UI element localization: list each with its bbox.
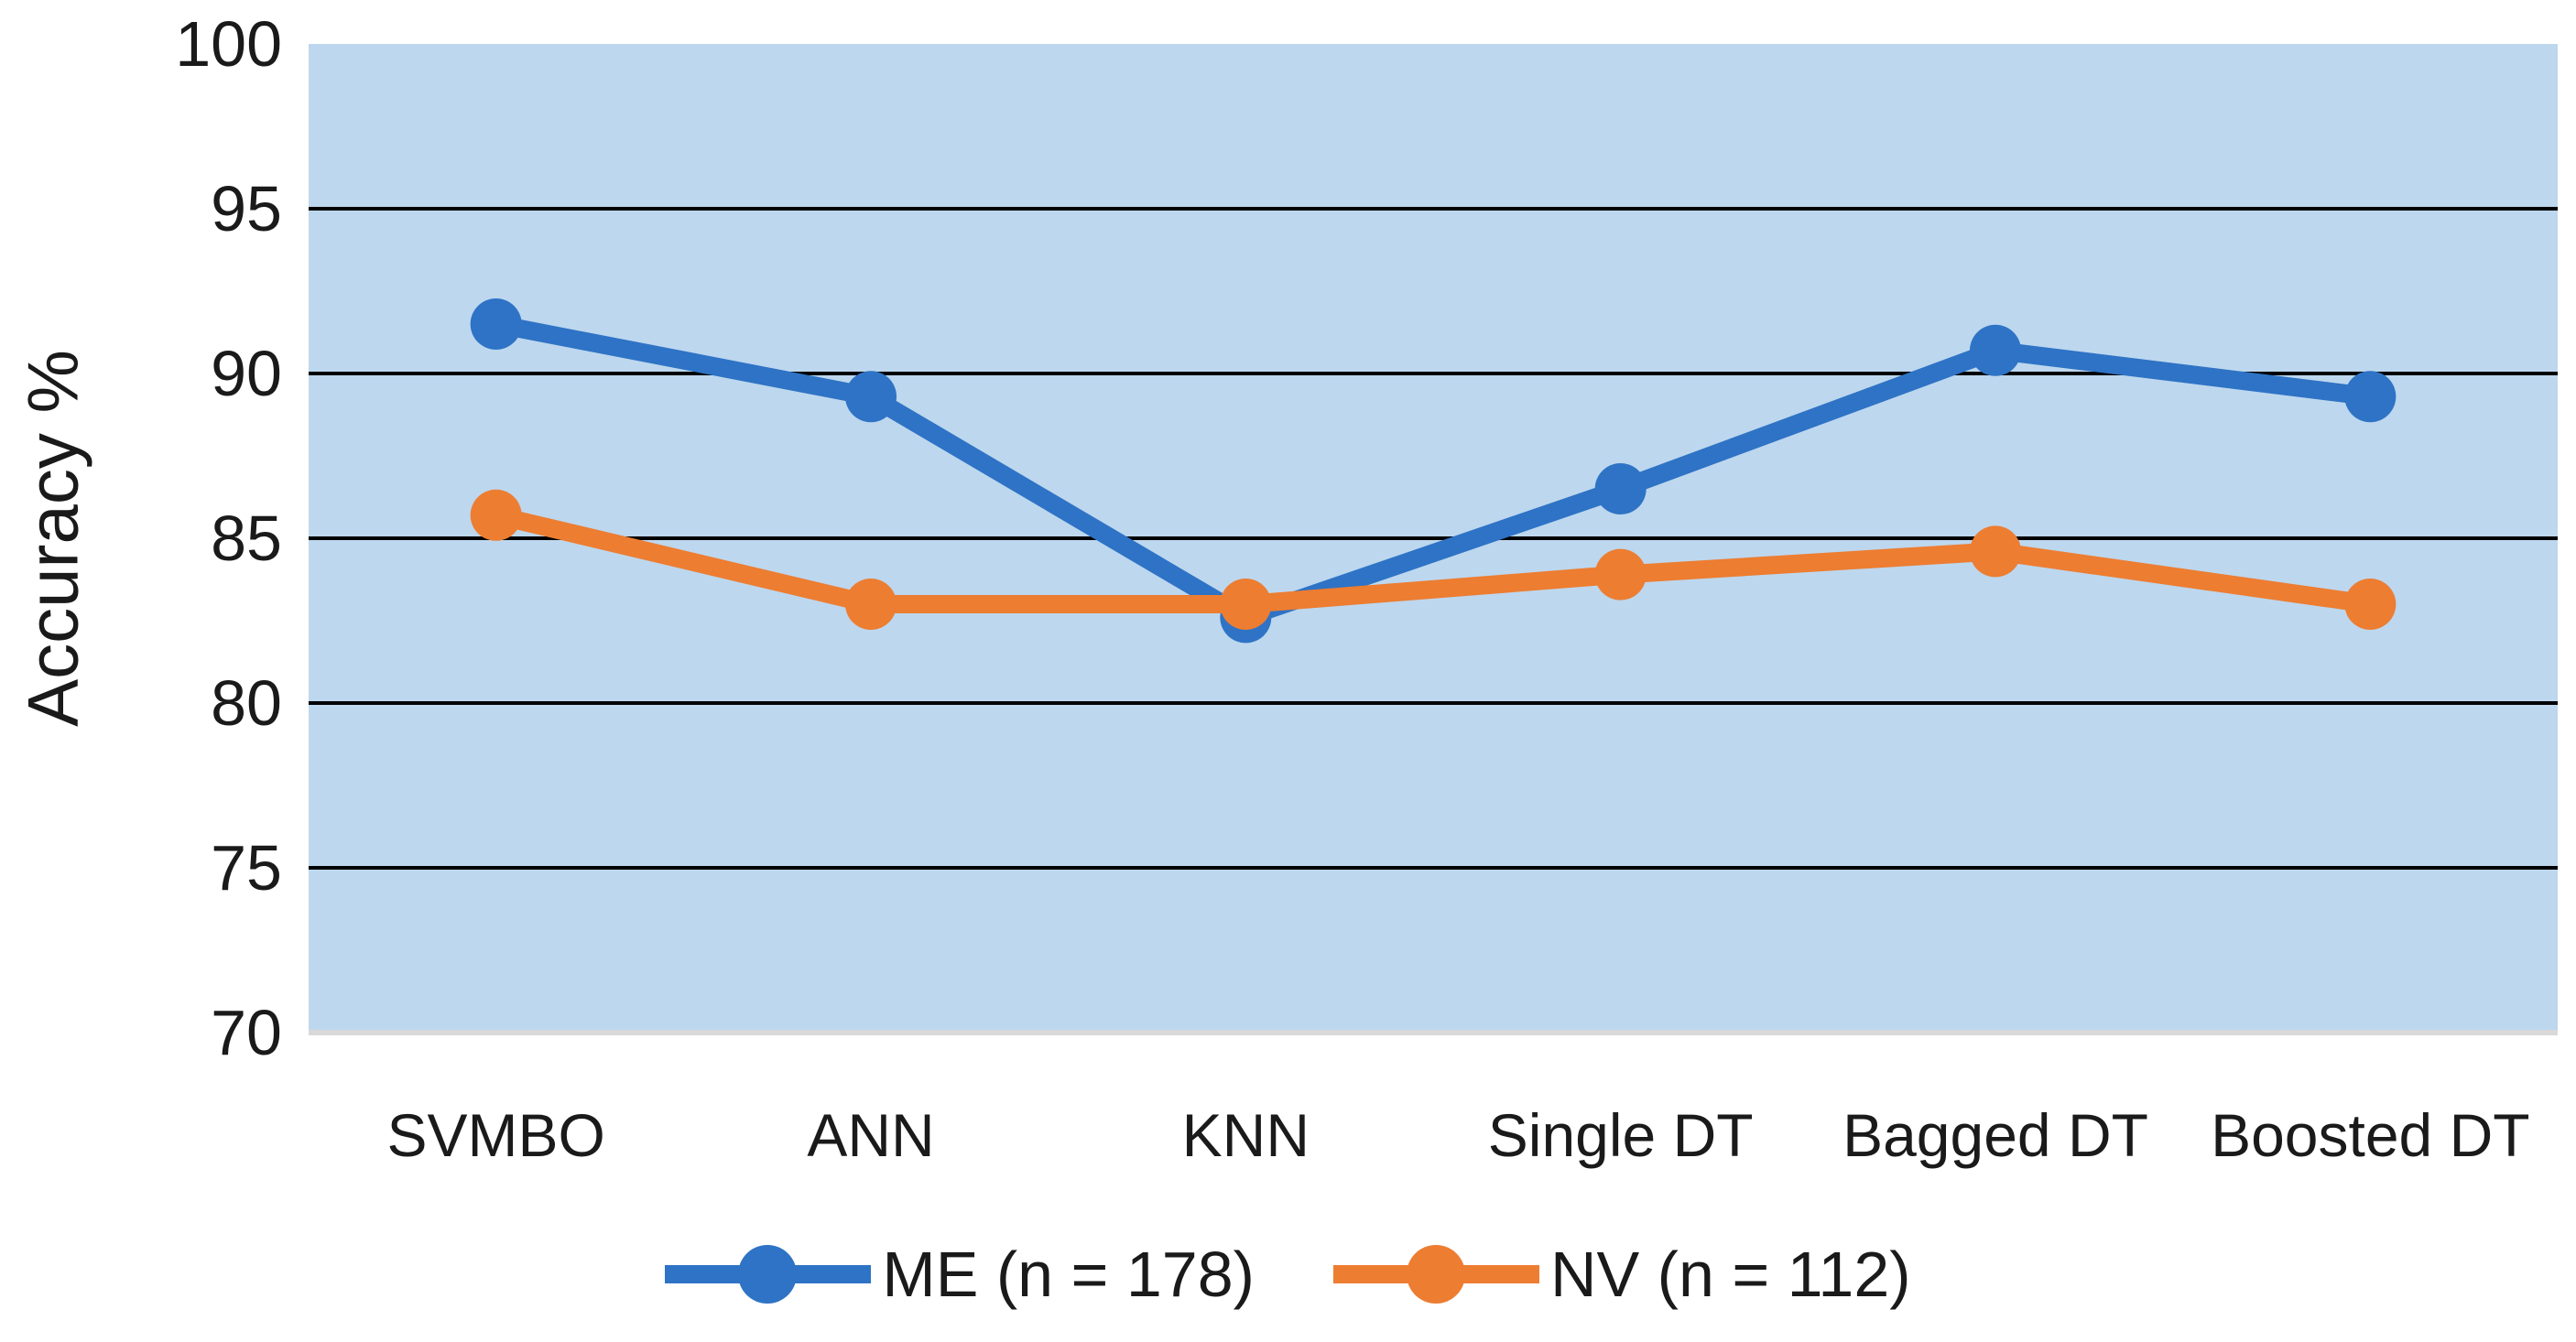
- legend-marker-icon: [665, 1245, 872, 1304]
- legend-label: NV (n = 112): [1549, 1239, 1911, 1310]
- x-tick-label-boosted-dt: Boosted DT: [2211, 1101, 2530, 1169]
- data-point-ME-Single DT: [1594, 463, 1647, 514]
- data-point-NV-KNN: [1220, 579, 1272, 630]
- legend-item-me: ME (n = 178): [665, 1238, 1255, 1311]
- data-point-NV-ANN: [845, 579, 897, 630]
- data-point-ME-Bagged DT: [1970, 324, 2021, 376]
- y-tick-label-100: 100: [175, 8, 282, 80]
- legend-label: ME (n = 178): [882, 1239, 1255, 1310]
- series-line-NV: [494, 506, 2372, 613]
- legend: ME (n = 178) NV (n = 112): [0, 1238, 2576, 1311]
- y-tick-label-85: 85: [211, 503, 282, 574]
- y-tick-label-70: 70: [211, 997, 282, 1068]
- y-tick-label-95: 95: [211, 173, 282, 244]
- data-point-NV-Bagged DT: [1970, 525, 2021, 578]
- data-point-ME-Boosted DT: [2344, 371, 2397, 423]
- x-tick-label-svmbo: SVMBO: [386, 1101, 605, 1169]
- x-tick-label-knn: KNN: [1181, 1101, 1310, 1169]
- data-point-NV-SVMBO: [470, 489, 522, 541]
- legend-marker-icon: [1332, 1245, 1539, 1304]
- data-point-ME-ANN: [845, 371, 897, 423]
- x-tick-label-single-dt: Single DT: [1487, 1101, 1754, 1169]
- data-point-NV-Boosted DT: [2344, 579, 2397, 630]
- y-tick-label-75: 75: [211, 832, 282, 904]
- data-point-ME-SVMBO: [470, 298, 522, 350]
- x-tick-label-bagged-dt: Bagged DT: [1842, 1101, 2148, 1169]
- y-tick-label-90: 90: [211, 338, 282, 409]
- legend-item-nv: NV (n = 112): [1332, 1238, 1911, 1311]
- data-point-NV-Single DT: [1594, 548, 1647, 601]
- y-tick-label-80: 80: [211, 667, 282, 739]
- series-line-ME: [494, 315, 2372, 627]
- x-tick-label-ann: ANN: [807, 1101, 935, 1169]
